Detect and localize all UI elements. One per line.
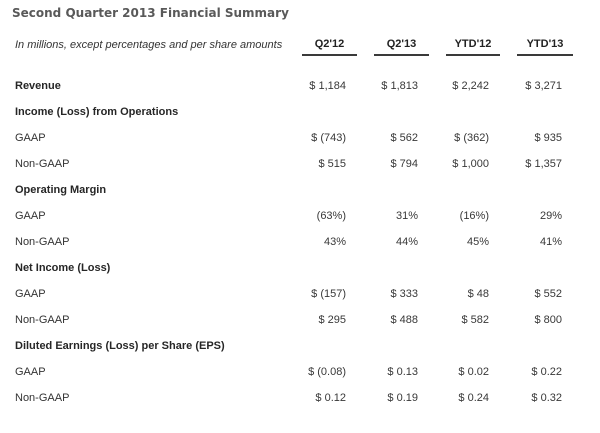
row-label: GAAP [15, 288, 46, 300]
cell-value: $ 0.19 [387, 392, 418, 404]
table-row: Non-GAAP $ 295 $ 488 $ 582 $ 800 [15, 307, 573, 333]
cell-value: $ 0.24 [458, 392, 489, 404]
column-header-ytd-13: YTD'13 [517, 34, 573, 56]
row-label: Non-GAAP [15, 314, 70, 326]
table-row: GAAP $ (0.08) $ 0.13 $ 0.02 $ 0.22 [15, 359, 573, 385]
row-label: Diluted Earnings (Loss) per Share (EPS) [15, 340, 225, 352]
cell-value: $ 1,357 [525, 158, 562, 170]
page-title: Second Quarter 2013 Financial Summary [12, 6, 289, 20]
row-label: Non-GAAP [15, 236, 70, 248]
table-row: Operating Margin [15, 177, 573, 203]
cell-value: $ 1,184 [309, 80, 346, 92]
row-label: Non-GAAP [15, 392, 70, 404]
cell-value: (63%) [316, 210, 346, 222]
table-row: Non-GAAP $ 0.12 $ 0.19 $ 0.24 $ 0.32 [15, 385, 573, 411]
table-row: Non-GAAP 43% 44% 45% 41% [15, 229, 573, 255]
table-note: In millions, except percentages and per … [15, 39, 283, 51]
table-row: Revenue $ 1,184 $ 1,813 $ 2,242 $ 3,271 [15, 73, 573, 99]
cell-value: $ (157) [311, 288, 346, 300]
cell-value: $ 0.22 [531, 366, 562, 378]
cell-value: 29% [539, 210, 562, 222]
column-header-q2-13: Q2'13 [374, 34, 429, 56]
table-row: Diluted Earnings (Loss) per Share (EPS) [15, 333, 573, 359]
cell-value: $ 515 [318, 158, 346, 170]
row-label: Operating Margin [15, 184, 107, 196]
cell-value: 45% [466, 236, 489, 248]
table-row: Income (Loss) from Operations [15, 99, 573, 125]
cell-value: $ 0.13 [387, 366, 418, 378]
row-label: Net Income (Loss) [15, 262, 111, 274]
column-header-ytd-12: YTD'12 [446, 34, 500, 56]
cell-value: 43% [323, 236, 346, 248]
cell-value: $ 552 [534, 288, 562, 300]
cell-value: $ (0.08) [308, 366, 346, 378]
cell-value: $ 0.32 [531, 392, 562, 404]
financial-summary-table: In millions, except percentages and per … [0, 34, 600, 411]
cell-value: $ 3,271 [525, 80, 562, 92]
cell-value: $ (362) [454, 132, 489, 144]
cell-value: $ 295 [318, 314, 346, 326]
table-row: GAAP $ (157) $ 333 $ 48 $ 552 [15, 281, 573, 307]
row-label: Revenue [15, 80, 61, 92]
cell-value: $ 1,813 [381, 80, 418, 92]
row-label: GAAP [15, 132, 46, 144]
cell-value: $ 794 [390, 158, 418, 170]
cell-value: $ (743) [311, 132, 346, 144]
cell-value: $ 2,242 [452, 80, 489, 92]
cell-value: $ 800 [534, 314, 562, 326]
cell-value: $ 0.02 [458, 366, 489, 378]
row-label: GAAP [15, 210, 46, 222]
cell-value: $ 0.12 [315, 392, 346, 404]
table-row: Non-GAAP $ 515 $ 794 $ 1,000 $ 1,357 [15, 151, 573, 177]
cell-value: (16%) [459, 210, 489, 222]
cell-value: $ 48 [467, 288, 489, 300]
table-body: Revenue $ 1,184 $ 1,813 $ 2,242 $ 3,271 … [15, 73, 573, 411]
cell-value: 31% [395, 210, 418, 222]
cell-value: $ 582 [461, 314, 489, 326]
cell-value: $ 562 [390, 132, 418, 144]
cell-value: $ 1,000 [452, 158, 489, 170]
row-label: Income (Loss) from Operations [15, 106, 179, 118]
table-row: GAAP $ (743) $ 562 $ (362) $ 935 [15, 125, 573, 151]
column-header-q2-12: Q2'12 [302, 34, 357, 56]
cell-value: $ 488 [390, 314, 418, 326]
cell-value: 44% [395, 236, 418, 248]
row-label: Non-GAAP [15, 158, 70, 170]
table-row: Net Income (Loss) [15, 255, 573, 281]
row-label: GAAP [15, 366, 46, 378]
table-row: GAAP (63%) 31% (16%) 29% [15, 203, 573, 229]
cell-value: $ 333 [390, 288, 418, 300]
cell-value: $ 935 [534, 132, 562, 144]
table-header-row: In millions, except percentages and per … [15, 34, 573, 56]
cell-value: 41% [539, 236, 562, 248]
